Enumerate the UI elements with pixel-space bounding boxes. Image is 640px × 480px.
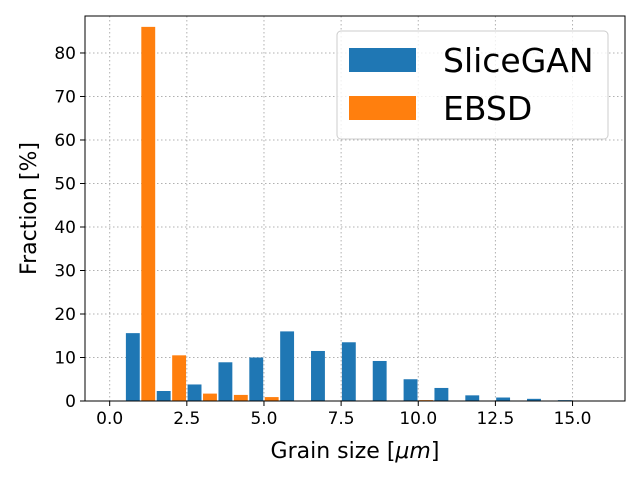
plot-frame — [84, 15, 626, 402]
y-tick-label: 0 — [65, 392, 76, 412]
bar-ebsd — [141, 26, 156, 402]
x-tick-label: 15.0 — [554, 409, 592, 429]
legend-swatch-slicegan — [349, 48, 416, 72]
bars-group — [125, 26, 572, 402]
y-axis-ticks: 0 10 20 30 40 50 60 70 80 — [54, 44, 85, 412]
bar-slicegan — [311, 350, 325, 401]
bar-slicegan — [125, 333, 140, 401]
bar-slicegan — [187, 384, 202, 401]
bar-slicegan — [496, 397, 511, 401]
y-axis-label: Fraction [%] — [17, 142, 42, 275]
bar-ebsd — [233, 394, 248, 401]
y-tick-label: 50 — [54, 174, 76, 194]
bar-ebsd — [203, 393, 217, 401]
bar-slicegan — [434, 387, 449, 401]
bar-slicegan — [218, 362, 233, 401]
x-tick-label: 10.0 — [399, 409, 437, 429]
x-axis-ticks: 0.0 2.5 5.0 7.5 10.0 12.5 15.0 — [96, 401, 591, 429]
y-tick-label: 20 — [54, 305, 76, 325]
y-tick-label: 70 — [54, 87, 76, 107]
bar-slicegan — [372, 360, 387, 401]
bar-ebsd — [264, 397, 279, 401]
bar-slicegan — [341, 342, 356, 401]
bar-ebsd — [172, 355, 187, 401]
bar-slicegan — [280, 331, 295, 401]
x-tick-label: 5.0 — [250, 409, 277, 429]
legend: SliceGAN EBSD — [336, 30, 609, 140]
x-axis-label: Grain size [μm] — [271, 439, 440, 464]
y-tick-label: 40 — [54, 218, 76, 238]
bar-slicegan — [403, 379, 418, 401]
y-tick-label: 30 — [54, 261, 76, 281]
bar-slicegan — [249, 357, 264, 401]
y-tick-label: 80 — [54, 44, 76, 64]
bar-slicegan — [527, 398, 541, 401]
y-tick-label: 60 — [54, 131, 76, 151]
bar-slicegan — [465, 395, 480, 401]
x-tick-label: 0.0 — [96, 409, 123, 429]
bar-slicegan — [156, 390, 171, 401]
x-tick-label: 7.5 — [328, 409, 355, 429]
y-tick-label: 10 — [54, 348, 76, 368]
legend-label-ebsd: EBSD — [443, 89, 532, 128]
x-tick-label: 2.5 — [173, 409, 200, 429]
x-tick-label: 12.5 — [476, 409, 514, 429]
legend-swatch-ebsd — [349, 96, 416, 120]
legend-label-slicegan: SliceGAN — [443, 41, 594, 80]
